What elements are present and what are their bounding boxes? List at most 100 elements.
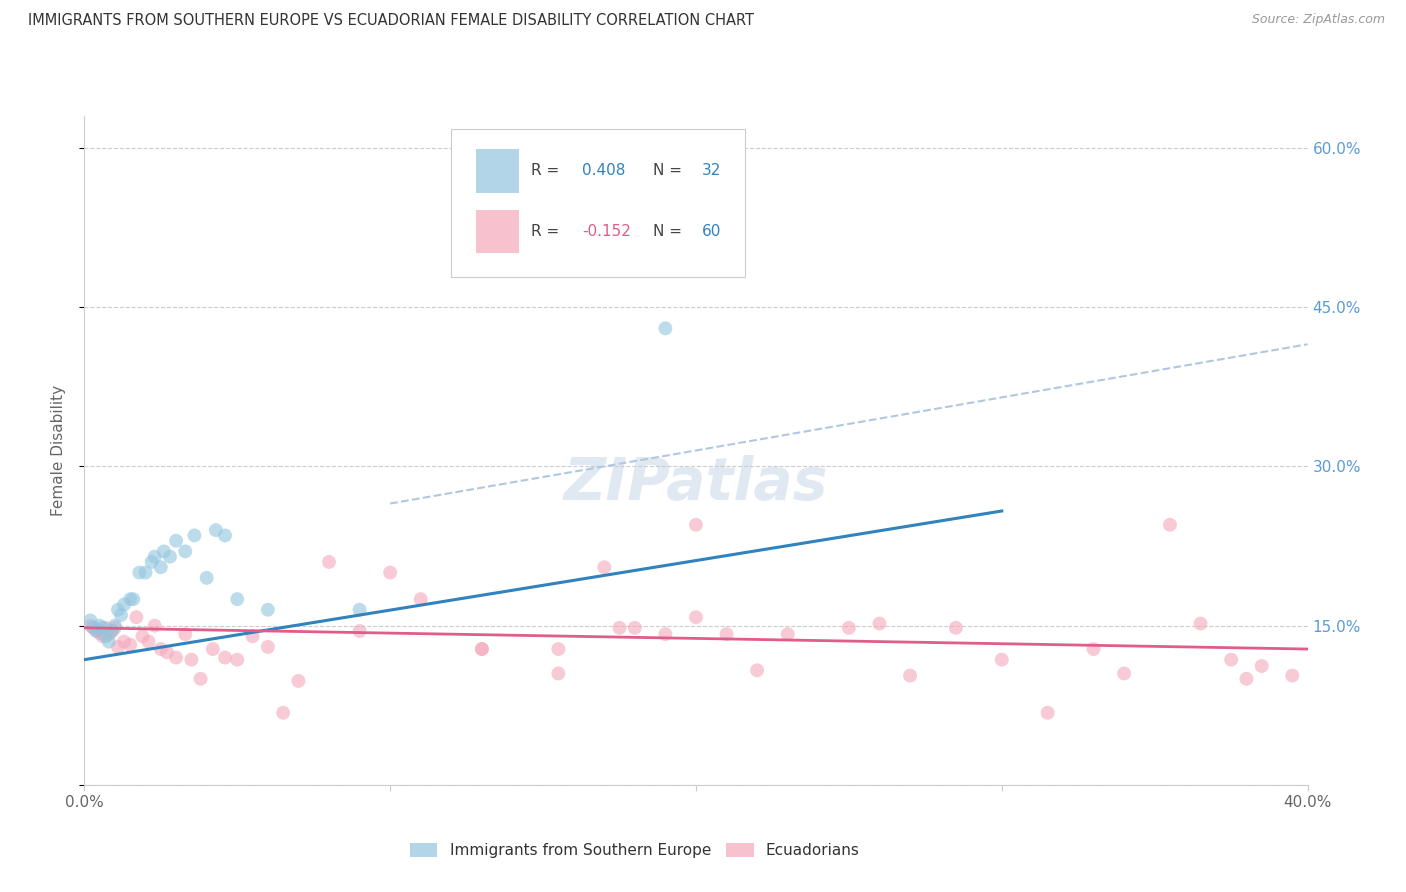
Point — [1189, 616, 1212, 631]
Point — [226, 653, 249, 667]
Text: IMMIGRANTS FROM SOUTHERN EUROPE VS ECUADORIAN FEMALE DISABILITY CORRELATION CHAR: IMMIGRANTS FROM SOUTHERN EUROPE VS ECUAD… — [28, 13, 754, 29]
Point — [1083, 642, 1105, 657]
Point — [143, 549, 166, 564]
Text: -0.152: -0.152 — [582, 224, 631, 238]
Point — [898, 668, 921, 682]
Point — [128, 566, 150, 580]
Text: 60: 60 — [702, 224, 721, 238]
Point — [547, 666, 569, 681]
Text: Source: ZipAtlas.com: Source: ZipAtlas.com — [1251, 13, 1385, 27]
Point — [104, 618, 127, 632]
Point — [141, 555, 163, 569]
Point — [685, 610, 707, 624]
Bar — [475, 210, 519, 253]
Text: R =: R = — [531, 163, 564, 178]
Point — [125, 610, 148, 624]
Point — [945, 621, 967, 635]
Point — [1250, 659, 1272, 673]
Point — [89, 626, 111, 640]
Point — [86, 624, 108, 638]
Point — [547, 642, 569, 657]
Point — [180, 653, 202, 667]
Point — [318, 555, 340, 569]
Point — [165, 650, 187, 665]
Point — [409, 592, 432, 607]
Point — [174, 544, 197, 558]
Point — [131, 629, 153, 643]
Point — [165, 533, 187, 548]
Point — [226, 592, 249, 607]
Point — [654, 627, 676, 641]
Point — [91, 621, 114, 635]
Point — [190, 672, 212, 686]
Point — [838, 621, 860, 635]
Point — [101, 624, 124, 638]
Point — [257, 603, 280, 617]
Point — [94, 621, 117, 635]
Point — [149, 642, 172, 657]
Point — [110, 608, 132, 623]
Point — [609, 621, 631, 635]
Point — [79, 613, 101, 627]
Point — [869, 616, 891, 631]
Text: N =: N = — [654, 224, 688, 238]
Point — [91, 629, 114, 643]
Text: 0.408: 0.408 — [582, 163, 626, 178]
Point — [776, 627, 799, 641]
Point — [104, 621, 127, 635]
Point — [156, 645, 179, 659]
Point — [201, 642, 224, 657]
Point — [609, 236, 631, 251]
Point — [97, 627, 120, 641]
Point — [1220, 653, 1243, 667]
Point — [214, 650, 236, 665]
Point — [107, 640, 129, 654]
Point — [685, 517, 707, 532]
Point — [593, 560, 616, 574]
Point — [135, 566, 157, 580]
Point — [174, 627, 197, 641]
Point — [271, 706, 294, 720]
Legend: Immigrants from Southern Europe, Ecuadorians: Immigrants from Southern Europe, Ecuador… — [404, 837, 866, 864]
Point — [1236, 672, 1258, 686]
Text: N =: N = — [654, 163, 688, 178]
Point — [1114, 666, 1136, 681]
Y-axis label: Female Disability: Female Disability — [51, 384, 66, 516]
Point — [380, 566, 402, 580]
Point — [89, 618, 111, 632]
Point — [97, 634, 120, 648]
Point — [257, 640, 280, 654]
Point — [112, 634, 135, 648]
Point — [214, 528, 236, 542]
Point — [716, 627, 738, 641]
Point — [138, 634, 160, 648]
Point — [153, 544, 176, 558]
Point — [86, 624, 108, 638]
Point — [205, 523, 228, 537]
Point — [83, 621, 105, 635]
Point — [83, 621, 105, 635]
Point — [349, 624, 371, 638]
Point — [624, 621, 647, 635]
Point — [79, 618, 101, 632]
Point — [471, 642, 494, 657]
Point — [287, 673, 309, 688]
Text: ZIPatlas: ZIPatlas — [564, 456, 828, 512]
Point — [159, 549, 181, 564]
Point — [1036, 706, 1059, 720]
Point — [143, 618, 166, 632]
Point — [471, 642, 494, 657]
Point — [112, 598, 135, 612]
Text: 32: 32 — [702, 163, 721, 178]
Point — [242, 629, 264, 643]
Point — [747, 663, 769, 677]
Point — [120, 592, 142, 607]
Point — [101, 624, 124, 638]
Point — [1281, 668, 1303, 682]
Point — [107, 603, 129, 617]
Point — [349, 603, 371, 617]
Point — [94, 629, 117, 643]
Point — [149, 560, 172, 574]
Point — [183, 528, 205, 542]
Point — [122, 592, 145, 607]
